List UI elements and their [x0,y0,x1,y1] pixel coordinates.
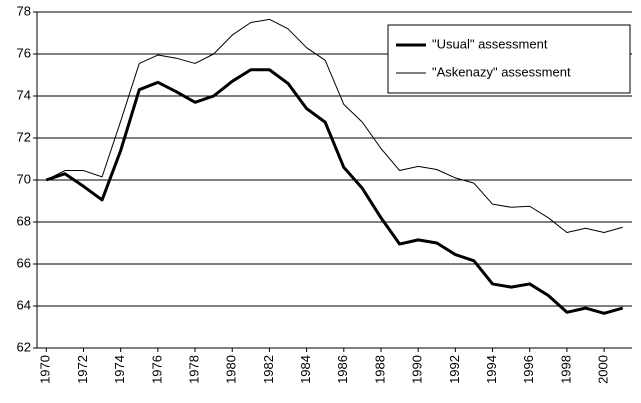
y-tick-label: 68 [17,213,31,228]
y-tick-label: 62 [17,339,31,354]
x-tick-label: 1996 [521,355,536,384]
x-tick-label: 1978 [186,355,201,384]
series-line [45,68,624,315]
x-tick-label: 1970 [38,355,53,384]
legend-box [387,24,631,94]
x-tick-label: 1984 [298,355,313,384]
x-tick-label: 2000 [596,355,611,384]
x-tick-label: 1980 [224,355,239,384]
x-tick-label: 1976 [149,355,164,384]
x-tick-label: 1992 [447,355,462,384]
y-tick-label: 74 [17,87,31,102]
x-tick-label: 1998 [558,355,573,384]
x-tick-label: 1988 [372,355,387,384]
legend: "Usual" assessment "Askenazy" assessment [387,24,631,94]
y-tick-label: 64 [17,297,31,312]
y-tick-label: 72 [17,129,31,144]
y-tick-label: 70 [17,171,31,186]
legend-label: "Usual" assessment [432,36,548,51]
x-tick-label: 1986 [335,355,350,384]
x-tick-label: 1982 [261,355,276,384]
x-tick-label: 1990 [410,355,425,384]
y-tick-label: 78 [17,3,31,18]
y-tick-label: 76 [17,45,31,60]
legend-label: "Askenazy" assessment [432,64,571,79]
y-tick-label: 66 [17,255,31,270]
x-tick-label: 1972 [75,355,90,384]
x-tick-label: 1994 [484,355,499,384]
x-tick-label: 1974 [112,355,127,384]
series-line [46,18,623,233]
